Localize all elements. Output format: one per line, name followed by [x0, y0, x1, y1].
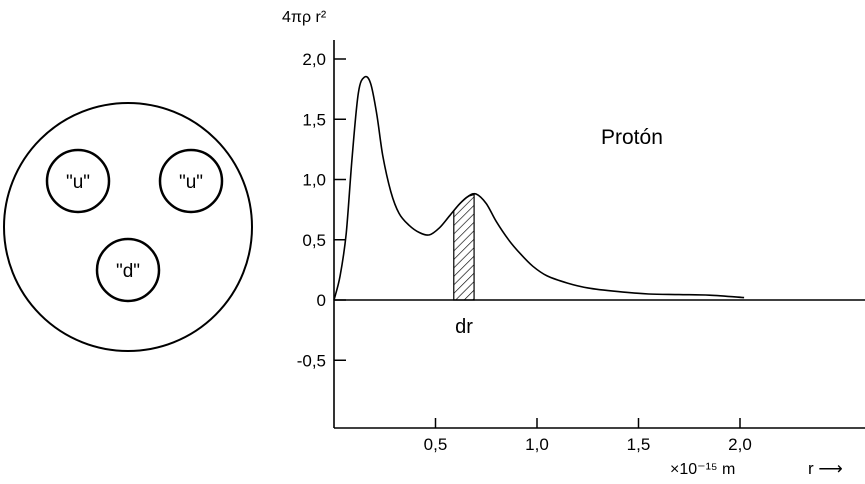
quark-label-u1: "u" — [66, 172, 90, 193]
quark-circle-u1 — [45, 148, 111, 214]
x-tick-label: 1,0 — [525, 435, 549, 454]
y-axis-label: 4πρ r² — [282, 9, 327, 26]
dr-label: dr — [455, 316, 473, 338]
y-tick-label: 1,5 — [302, 110, 326, 129]
density-curve — [333, 75, 745, 301]
y-tick-label: 1,0 — [302, 171, 326, 190]
density-chart: 2,0 1,5 1,0 0,5 0 -0,5 0,5 1,0 1,5 2,0 4πρ r² Pr… — [282, 9, 865, 478]
x-tick-label: 2,0 — [728, 435, 752, 454]
r-axis-arrow-label: r ⟶ — [808, 459, 843, 478]
quark-label-u2: "u" — [179, 172, 203, 193]
y-tick-label: 2,0 — [302, 50, 326, 69]
y-tick-label: 0,5 — [302, 231, 326, 250]
proton-outline — [3, 102, 253, 352]
dr-shaded-strip — [453, 193, 475, 301]
x-unit-label: ×10⁻¹⁵ m — [670, 461, 735, 478]
curve-label: Protón — [601, 126, 663, 149]
y-tick-label: -0,5 — [297, 351, 326, 370]
quark-circle-d — [95, 237, 161, 303]
y-ticks: 2,0 1,5 1,0 0,5 0 -0,5 — [297, 50, 346, 370]
x-tick-label: 1,5 — [627, 435, 651, 454]
proton-model: "u" "u" "d" — [3, 102, 253, 352]
y-tick-label: 0 — [317, 291, 326, 310]
quark-label-d: "d" — [116, 261, 140, 282]
quark-circle-u2 — [158, 148, 224, 214]
x-ticks: 0,5 1,0 1,5 2,0 — [424, 418, 752, 454]
x-tick-label: 0,5 — [424, 435, 448, 454]
